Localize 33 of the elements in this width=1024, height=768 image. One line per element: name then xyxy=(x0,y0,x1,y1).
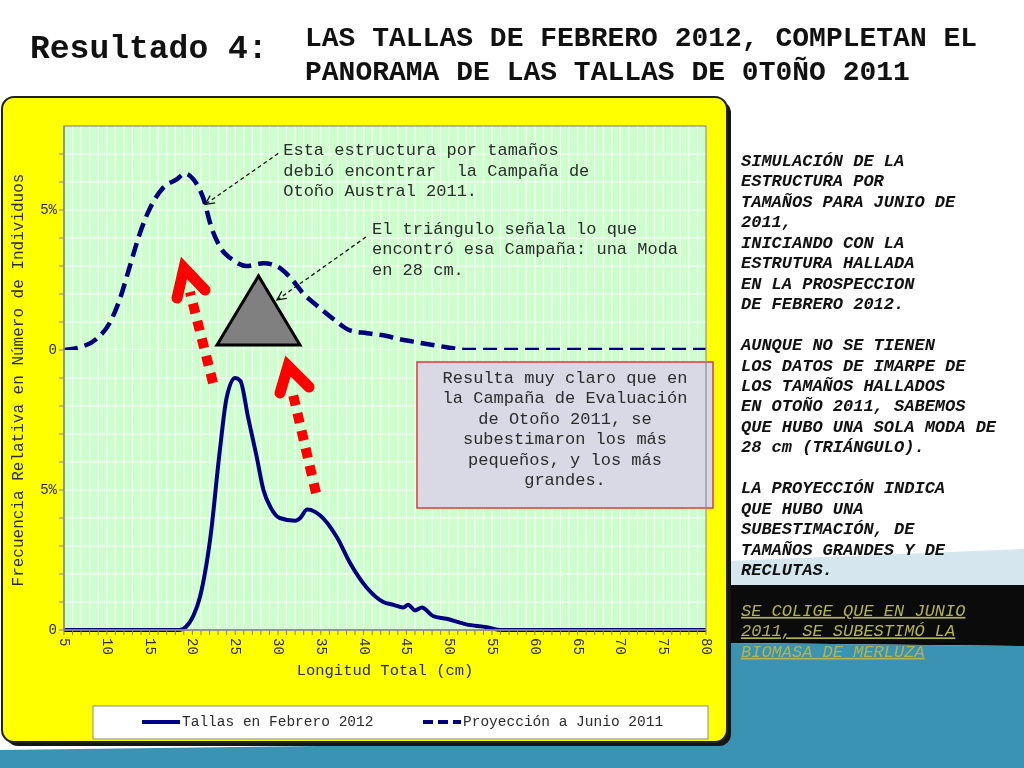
y-tick-label: 0 xyxy=(48,622,57,638)
annotation: Esta estructura por tamaños debió encontrar la Campaña de Otoño Austral 2011. xyxy=(283,141,590,202)
x-tick-label: 60 xyxy=(526,638,543,655)
y-tick-label: 5% xyxy=(40,482,58,498)
x-tick-label: 35 xyxy=(312,638,329,655)
x-tick-label: 70 xyxy=(612,638,629,655)
annotation: Resulta muy claro que en la Campaña de Evaluación de Otoño 2011, se subestimaron los más pequeños, y los más grandes. xyxy=(442,369,688,491)
x-tick-label: 55 xyxy=(484,638,500,655)
text: LA PROYECCIÓN INDICA QUE HUBO UNA SUBESTIMACIÓN, DE TAMAÑOS GRANDES Y DE RECLUTAS. xyxy=(741,479,946,580)
x-tick-label: 80 xyxy=(698,638,714,655)
y-tick-label: 5% xyxy=(40,202,58,218)
y-tick-label: 0 xyxy=(48,342,57,358)
x-tick-label: 45 xyxy=(398,638,415,655)
legend-label: Proyección a Junio 2011 xyxy=(463,714,664,730)
x-tick-label: 25 xyxy=(227,638,244,655)
x-tick-label: 20 xyxy=(184,638,201,655)
x-tick-label: 15 xyxy=(141,638,158,655)
legend-label: Tallas en Febrero 2012 xyxy=(182,714,374,730)
chart-subtitle: LAS TALLAS DE FEBRERO 2012, COMPLETAN EL PANORAMA DE LAS TALLAS DE 0T0ÑO 2011 xyxy=(305,23,978,88)
x-tick-label: 30 xyxy=(270,638,286,655)
y-axis-title: Frecuencia Relativa en Número de Individuos xyxy=(10,173,28,587)
x-tick-label: 40 xyxy=(355,638,372,655)
x-tick-label: 10 xyxy=(98,638,115,655)
x-axis-title: Longitud Total (cm) xyxy=(296,662,474,680)
text: AUNQUE NO SE TIENEN LOS DATOS DE IMARPE DE LOS TAMAÑOS HALLADOS EN OTOÑO 2011, SABEMOS QUE HUBO UNA SOLA MODA DE 28 cm (TRIÁNGULO). xyxy=(740,336,997,458)
x-tick-label: 5 xyxy=(56,638,72,647)
text: SIMULACIÓN DE LA ESTRUCTURA POR TAMAÑOS PARA JUNIO DE 2011, INICIANDO CON LA ESTRUTURA HALLADA EN LA PROSPECCION DE FEBRERO 2012. xyxy=(741,152,957,315)
chart-title: Resultado 4: xyxy=(30,31,268,68)
x-tick-label: 50 xyxy=(441,638,458,655)
x-tick-label: 65 xyxy=(569,638,586,655)
text: SE COLIGE QUE EN JUNIO 2011, SE SUBESTIMÓ LA BIOMASA DE MERLUZA xyxy=(741,601,966,662)
x-tick-label: 75 xyxy=(655,638,672,655)
annotation: El triángulo señala lo que encontró esa Campaña: una Moda en 28 cm. xyxy=(372,220,679,280)
